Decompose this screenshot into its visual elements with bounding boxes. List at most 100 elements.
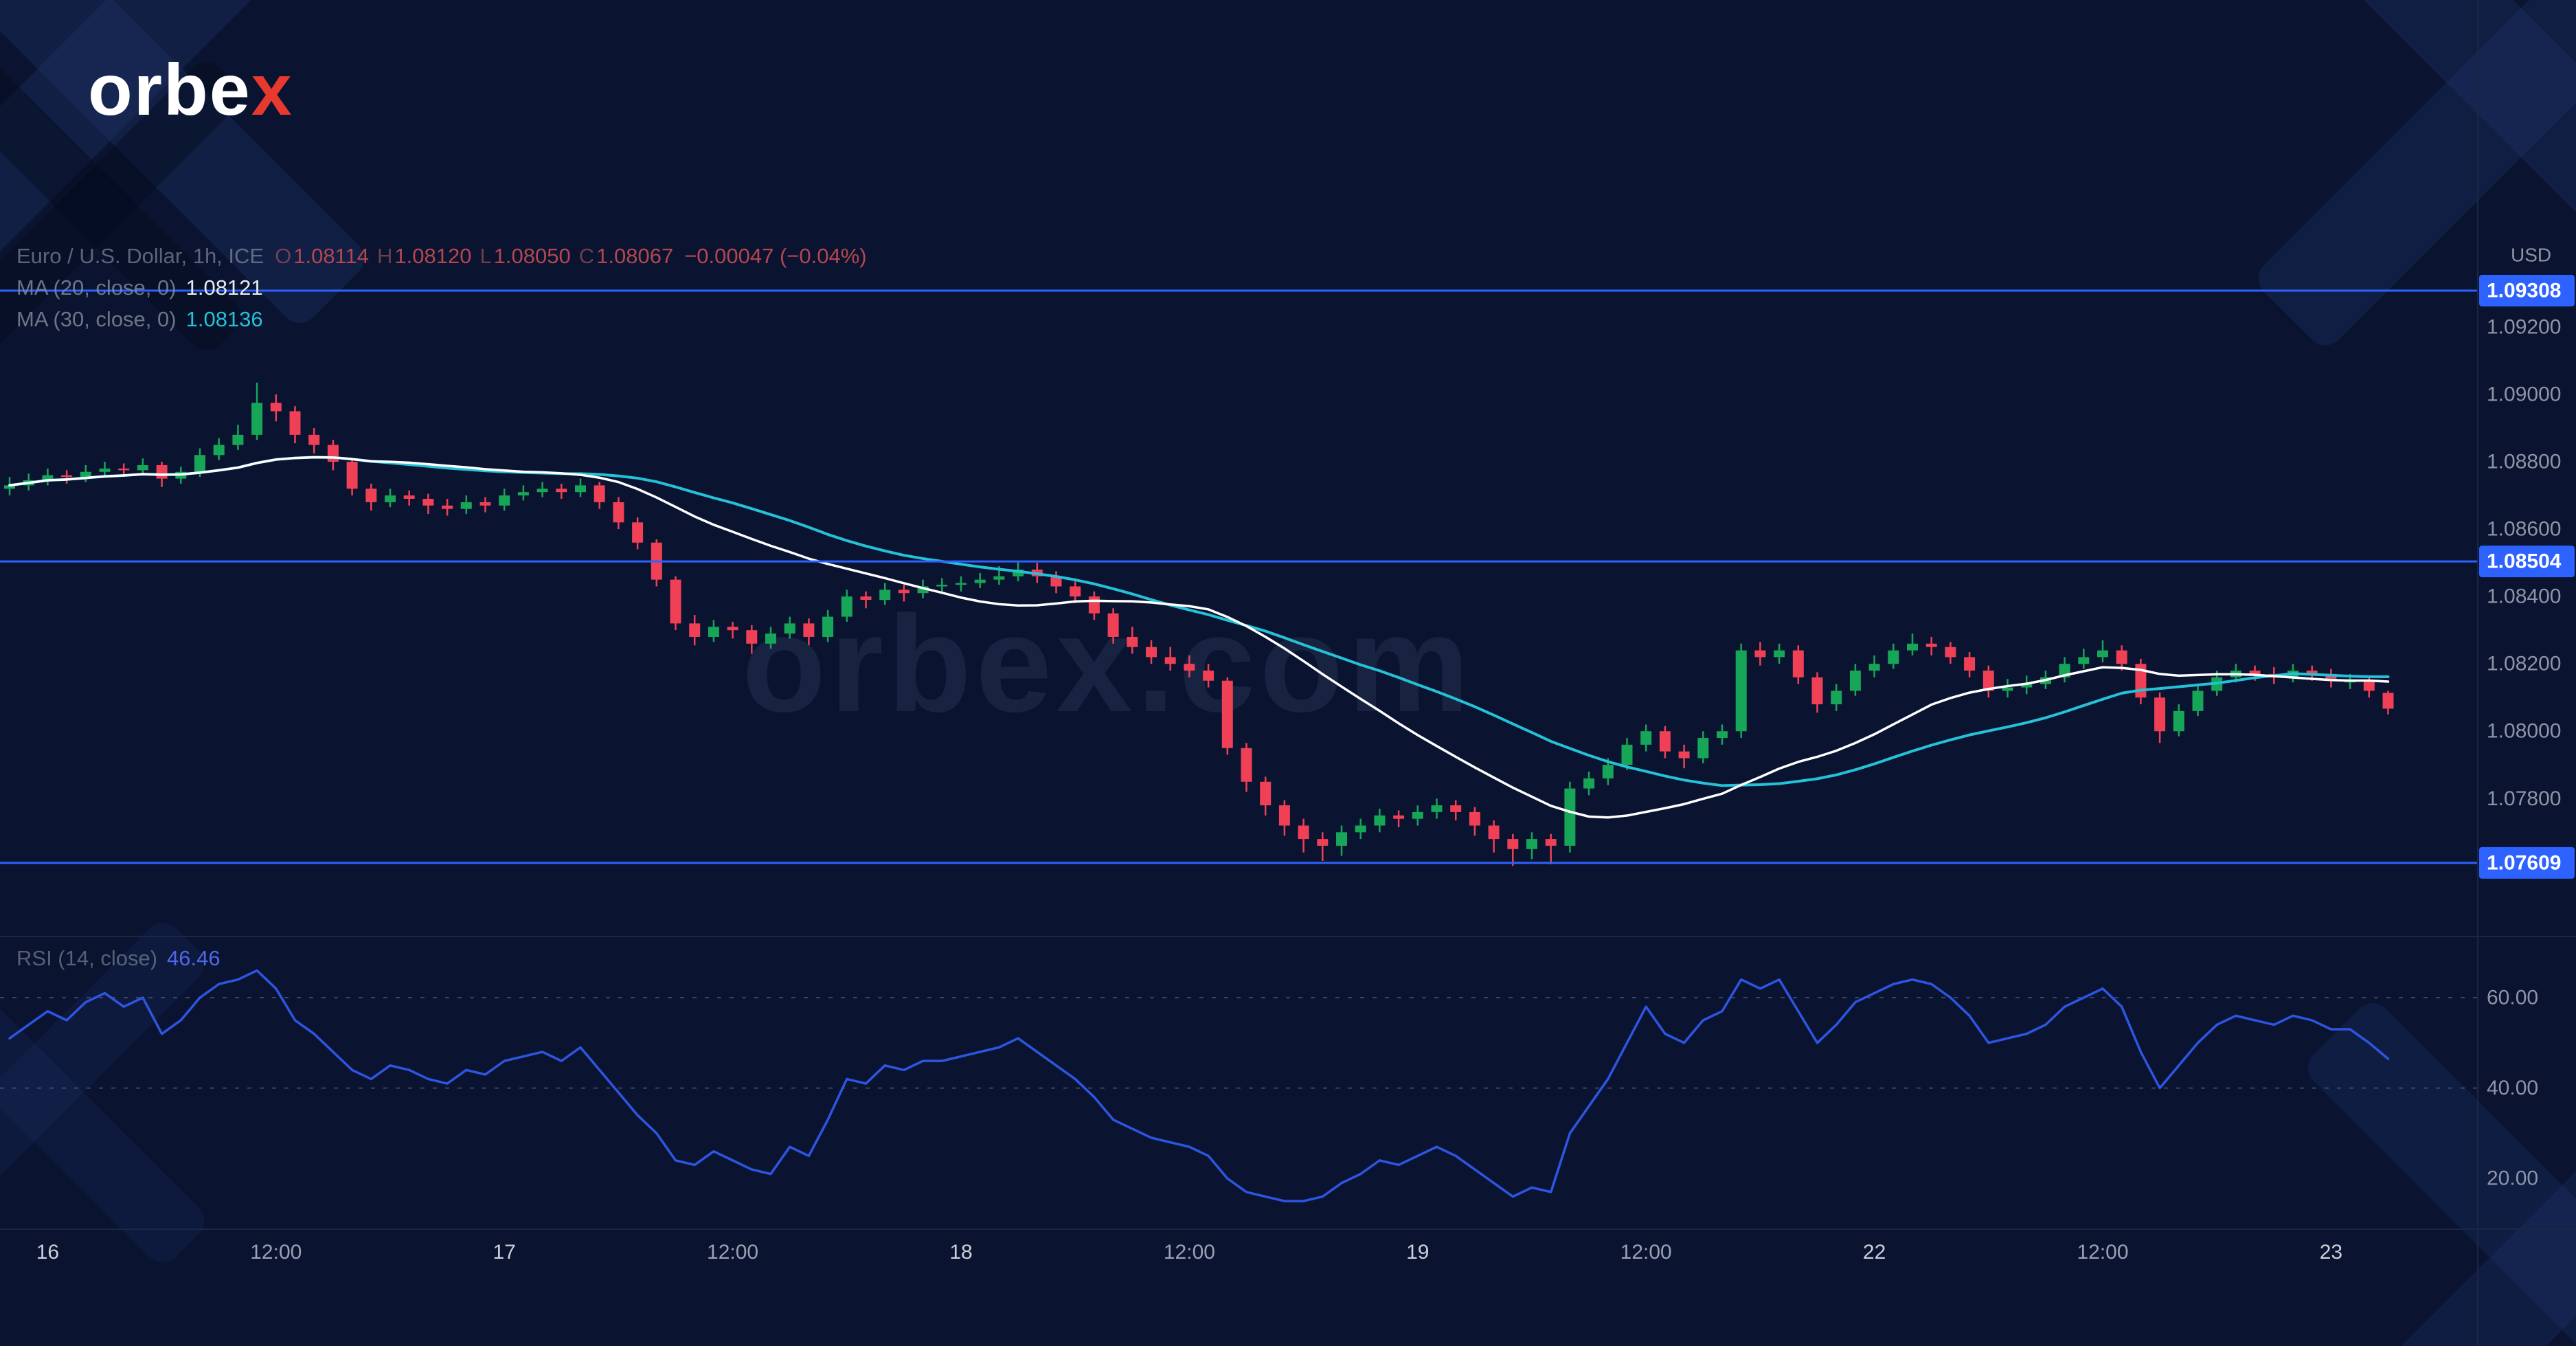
price-tick-label: 1.08000 <box>2487 720 2561 743</box>
candle-body <box>61 475 73 478</box>
price-tick-label: 1.08800 <box>2487 451 2561 473</box>
time-label: 16 <box>36 1241 59 1264</box>
time-label: 19 <box>1406 1241 1429 1264</box>
candle-body <box>4 485 15 489</box>
ma30-legend-row[interactable]: MA (30, close, 0) 1.08136 <box>16 304 867 335</box>
candle-body <box>2325 673 2337 681</box>
candle-body <box>346 462 358 489</box>
price-level-badge <box>2479 846 2575 879</box>
price-tick-label: 1.09200 <box>2487 316 2561 339</box>
candle-body <box>1355 825 1366 833</box>
candle-body <box>270 403 282 412</box>
candle-body <box>403 495 415 500</box>
candle-body <box>1488 825 1500 840</box>
candle-body <box>1241 748 1252 782</box>
candle-body <box>2154 697 2166 732</box>
candle-body <box>327 445 339 462</box>
candle-body <box>917 586 929 594</box>
candle-body <box>1907 643 1918 651</box>
candle-body <box>1374 815 1386 826</box>
candle-body <box>1221 680 1233 748</box>
candle-body <box>2116 650 2127 664</box>
candle-body <box>479 502 491 506</box>
candle-body <box>1088 596 1100 614</box>
candle-body <box>936 585 948 587</box>
candle-body <box>1278 805 1290 826</box>
candle-body <box>194 455 205 472</box>
candle-body <box>1393 815 1405 819</box>
candle-body <box>232 434 244 445</box>
ma30-label: MA (30, close, 0) <box>16 307 177 331</box>
candle-body <box>442 505 453 509</box>
price-tick-label: 1.09000 <box>2487 383 2561 406</box>
candle-body <box>765 633 776 644</box>
candle-body <box>1164 657 1176 664</box>
candle-body <box>118 468 130 471</box>
candle-body <box>1982 671 1994 691</box>
candle-body <box>860 596 872 601</box>
candle-body <box>956 583 967 585</box>
candle-body <box>2249 671 2261 674</box>
time-label: 17 <box>493 1241 516 1264</box>
candle-body <box>1640 731 1652 745</box>
price-level-badge <box>2479 275 2575 307</box>
candle-body <box>499 495 510 506</box>
candle-body <box>898 590 909 594</box>
candle-body <box>1317 839 1329 846</box>
rsi-label: RSI (14, close) <box>16 946 158 970</box>
open-value: 1.08114 <box>293 244 369 268</box>
ma30-line <box>8 456 2390 787</box>
rsi-line <box>8 969 2390 1202</box>
candle-body <box>632 522 644 543</box>
time-label: 12:00 <box>2077 1241 2128 1264</box>
candle-body <box>1431 805 1443 812</box>
candle-body <box>2002 687 2013 691</box>
candle-body <box>213 445 225 456</box>
time-label: 12:00 <box>707 1241 758 1264</box>
candle-body <box>1945 647 1956 658</box>
candle-body <box>385 495 396 502</box>
candle-body <box>575 485 586 493</box>
candle-body <box>1336 832 1347 846</box>
close-label: C <box>578 244 595 268</box>
time-label: 23 <box>2320 1241 2342 1264</box>
high-label: H <box>376 244 393 268</box>
candle-body <box>1146 647 1157 658</box>
logo-x-letter: x <box>251 49 293 131</box>
candle-body <box>1792 650 1804 677</box>
brand-logo[interactable]: orbex <box>88 54 293 126</box>
candle-body <box>1013 569 1024 576</box>
price-level-badge-text: 1.08504 <box>2487 550 2562 573</box>
candle-body <box>536 489 548 493</box>
candle-body <box>1754 650 1766 658</box>
ma20-legend-row[interactable]: MA (20, close, 0) 1.08121 <box>16 272 867 304</box>
rsi-value: 46.46 <box>167 946 221 970</box>
candle-body <box>727 627 738 631</box>
candle-body <box>1888 650 1899 664</box>
candle-body <box>251 403 263 435</box>
candle-body <box>289 411 301 435</box>
time-label: 12:00 <box>1620 1241 1672 1264</box>
candle-body <box>1964 657 1976 671</box>
rsi-tick-label: 20.00 <box>2487 1167 2538 1190</box>
candle-body <box>2192 691 2204 711</box>
candle-body <box>974 579 986 583</box>
symbol-legend-row[interactable]: Euro / U.S. Dollar, 1h, ICE O 1.08114 H … <box>16 240 867 272</box>
time-label: 12:00 <box>1164 1241 1215 1264</box>
candle-body <box>708 627 719 637</box>
candle-body <box>1469 811 1480 826</box>
rsi-legend-row[interactable]: RSI (14, close) 46.46 <box>16 943 221 974</box>
open-label: O <box>275 244 292 268</box>
rsi-tick-label: 60.00 <box>2487 987 2538 1009</box>
candle-body <box>1774 650 1785 658</box>
ma20-line <box>8 456 2390 819</box>
candle-body <box>2363 680 2375 691</box>
candle-body <box>1849 671 1861 691</box>
candle-body <box>1583 778 1595 789</box>
candle-body <box>308 434 320 445</box>
candle-body <box>689 623 701 637</box>
candle-body <box>2382 693 2394 709</box>
candle-body <box>1070 586 1081 597</box>
